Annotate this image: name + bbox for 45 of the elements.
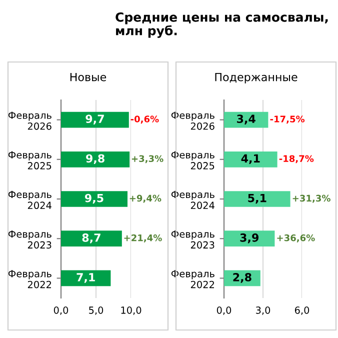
bar (61, 112, 129, 128)
y-tick-label: Февраль 2023 (171, 230, 214, 249)
chart-subtitle: Подержанные (215, 72, 298, 84)
x-tick-label: 6,0 (294, 306, 310, 315)
y-tick-label: Февраль 2026 (8, 112, 52, 130)
y-tick-label: Февраль 2025 (8, 151, 52, 170)
x-tick-label: 3,0 (256, 306, 270, 315)
bar (224, 230, 275, 247)
x-tick-label: 5,0 (89, 306, 104, 315)
bar (61, 270, 111, 286)
y-tick-label: Февраль 2024 (171, 190, 214, 210)
x-tick-label: 10,0 (121, 306, 142, 315)
data-label: 3,4 (237, 114, 256, 124)
y-tick-label: Февраль 2022 (8, 270, 52, 288)
annotation: +3,3% (132, 155, 164, 164)
data-label: 5,1 (248, 194, 266, 204)
chart-subtitle: Новые (70, 72, 106, 82)
x-tick-label: 0,0 (54, 306, 68, 315)
data-label: 7,1 (76, 273, 95, 283)
data-label: 4,1 (241, 154, 260, 164)
annotation: +31,3% (292, 194, 330, 203)
annotation: -17,5% (270, 116, 305, 124)
annotation: +36,6% (277, 234, 315, 242)
text: Средние цены на самосвалы, млн руб. (116, 12, 328, 38)
bar (224, 191, 290, 207)
annotation: -0,6% (130, 116, 159, 124)
y-tick-label: Февраль 2026 (171, 112, 214, 130)
bar (61, 230, 122, 247)
y-tick-label: Февраль 2024 (8, 190, 52, 210)
data-label: 2,8 (233, 273, 252, 283)
x-tick-label: 0,0 (216, 306, 232, 315)
data-label: 8,7 (82, 233, 100, 244)
annotation: +21,4% (124, 234, 162, 242)
y-tick-label: Февраль 2025 (171, 151, 214, 170)
data-label: 9,8 (86, 154, 104, 164)
annotation: -18,7% (279, 155, 314, 164)
bar (224, 151, 278, 168)
data-label: 9,7 (86, 114, 104, 124)
bar (61, 151, 130, 168)
data-label: 3,9 (240, 233, 258, 244)
annotation: +9,4% (130, 194, 162, 203)
data-label: 9,5 (84, 194, 104, 204)
y-tick-label: Февраль 2022 (171, 270, 214, 288)
bar (61, 191, 128, 207)
y-tick-label: Февраль 2023 (8, 230, 52, 249)
